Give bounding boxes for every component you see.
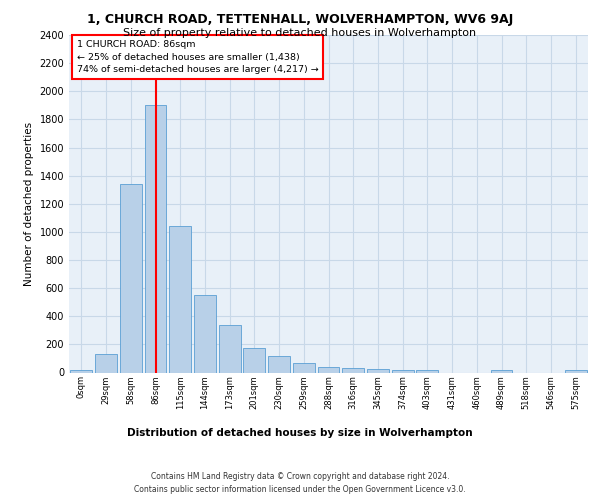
Bar <box>565 370 587 372</box>
Bar <box>416 370 438 372</box>
Bar <box>244 348 265 372</box>
Y-axis label: Number of detached properties: Number of detached properties <box>24 122 34 286</box>
Bar <box>95 354 117 372</box>
Bar <box>268 356 290 372</box>
Bar <box>343 368 364 372</box>
Bar <box>145 106 166 372</box>
Bar <box>169 226 191 372</box>
Bar <box>293 364 314 372</box>
Bar <box>392 370 413 372</box>
Bar <box>491 370 512 372</box>
Text: 1 CHURCH ROAD: 86sqm
← 25% of detached houses are smaller (1,438)
74% of semi-de: 1 CHURCH ROAD: 86sqm ← 25% of detached h… <box>77 40 319 74</box>
Text: 1, CHURCH ROAD, TETTENHALL, WOLVERHAMPTON, WV6 9AJ: 1, CHURCH ROAD, TETTENHALL, WOLVERHAMPTO… <box>87 12 513 26</box>
Bar <box>70 370 92 372</box>
Text: Distribution of detached houses by size in Wolverhampton: Distribution of detached houses by size … <box>127 428 473 438</box>
Text: Contains HM Land Registry data © Crown copyright and database right 2024.
Contai: Contains HM Land Registry data © Crown c… <box>134 472 466 494</box>
Bar <box>120 184 142 372</box>
Bar <box>317 367 340 372</box>
Bar <box>194 295 216 372</box>
Bar <box>219 326 241 372</box>
Text: Size of property relative to detached houses in Wolverhampton: Size of property relative to detached ho… <box>124 28 476 38</box>
Bar <box>367 369 389 372</box>
